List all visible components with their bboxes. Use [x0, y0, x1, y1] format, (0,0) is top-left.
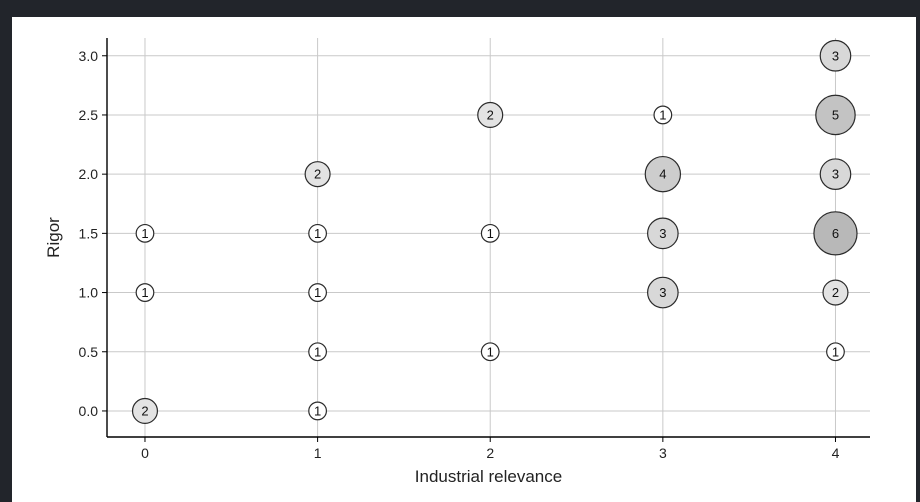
bubble-count-label: 1 [314, 403, 321, 418]
bubble-point [815, 94, 856, 136]
bubbles: 6 5 4 3 3 3 3 2 2 2 2 1 1 1 1 1 1 1 1 1 1 [131, 39, 858, 424]
bubble-count-label: 1 [487, 344, 494, 359]
bubble-count-label: 1 [314, 285, 321, 300]
bubble-count-label: 6 [832, 226, 839, 241]
bubble-point [826, 342, 845, 362]
bubble-point [819, 158, 852, 190]
bubble-point [813, 211, 858, 256]
bubble-count-label: 1 [314, 344, 321, 359]
y-tick-label: 3.0 [79, 48, 99, 64]
y-tick-label: 2.0 [79, 166, 99, 182]
y-tick-label: 1.5 [79, 225, 99, 241]
bubble-point [480, 342, 500, 362]
bubble-point [644, 155, 682, 193]
y-tick-label: 1.0 [79, 285, 99, 301]
bubble-count-label: 2 [832, 285, 839, 300]
x-tick-label: 3 [659, 445, 667, 461]
bubble-point [308, 283, 328, 302]
bubble-count-label: 4 [659, 167, 666, 182]
bubble-count-label: 2 [314, 167, 321, 182]
bubble-count-label: 3 [659, 226, 666, 241]
bubble-count-label: 3 [659, 285, 666, 300]
bubble-count-label: 1 [832, 344, 839, 359]
bubble-count-label: 1 [659, 107, 666, 122]
bubble-point [308, 223, 328, 243]
x-axis-title: Industrial relevance [415, 467, 562, 486]
bubble-count-label: 3 [832, 48, 839, 63]
x-tick-label: 0 [141, 445, 149, 461]
bubble-point [477, 101, 504, 129]
y-tick-label: 0.5 [79, 344, 99, 360]
axes: 0 1 2 3 4 0.0 0.5 1.0 1.5 2.0 2.5 3.0 [79, 38, 870, 461]
bubble-point [647, 276, 679, 309]
y-tick-label: 2.5 [79, 107, 99, 123]
bubble-point [653, 105, 673, 125]
x-tick-label: 4 [832, 445, 840, 461]
bubble-count-label: 2 [141, 403, 148, 418]
bubble-point [308, 342, 328, 362]
x-tick-label: 1 [314, 445, 322, 461]
bubble-point [131, 397, 159, 424]
plot-panel [12, 17, 916, 502]
bubble-count-label: 1 [314, 226, 321, 241]
bubble-count-label: 2 [487, 107, 494, 122]
bubble-count-label: 3 [832, 167, 839, 182]
bubble-point [135, 223, 155, 243]
bubble-count-label: 1 [141, 285, 148, 300]
bubble-count-label: 1 [487, 226, 494, 241]
bubble-point [304, 161, 331, 188]
bubble-point [135, 283, 155, 302]
x-tick-label: 2 [486, 445, 494, 461]
bubble-point [308, 401, 328, 421]
bubble-count-label: 5 [832, 107, 839, 122]
bubble-point [819, 39, 852, 72]
bubble-point [822, 279, 849, 306]
y-axis-title: Rigor [44, 217, 63, 258]
y-tick-label: 0.0 [79, 403, 99, 419]
bubble-count-label: 1 [141, 226, 148, 241]
bubble-point [647, 217, 679, 250]
bubble-point [480, 223, 500, 243]
